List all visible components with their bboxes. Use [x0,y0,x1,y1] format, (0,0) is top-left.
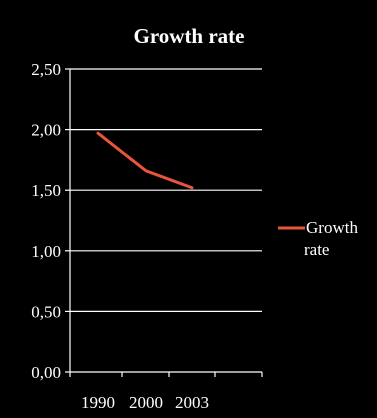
legend-label: Growth [306,218,358,237]
y-tick-label: 2,50 [31,60,61,79]
grid-lines [70,68,262,312]
x-tick-label: 2000 [129,393,163,412]
legend: Growth rate [278,218,358,259]
legend-label: rate [304,240,329,259]
series-lines [96,131,194,190]
x-axis-ticks: 1990 2000 2003 [69,372,263,412]
x-tick-label: 1990 [81,393,115,412]
x-tick-label: 2003 [175,393,209,412]
y-tick-label: 1,00 [31,242,61,261]
series-line [96,131,194,190]
y-tick-label: 0,00 [31,363,61,382]
axes [69,69,262,373]
y-tick-label: 0,50 [31,302,61,321]
y-tick-label: 2,00 [31,121,61,140]
y-axis-ticks: 0,00 0,50 1,00 1,50 2,00 2,50 [31,60,70,382]
y-tick-label: 1,50 [31,181,61,200]
chart-title: Growth rate [134,24,245,48]
